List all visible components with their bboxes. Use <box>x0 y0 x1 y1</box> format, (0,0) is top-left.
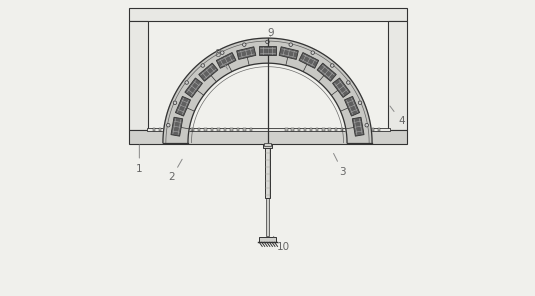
Polygon shape <box>163 38 372 143</box>
Bar <box>328 128 331 131</box>
Bar <box>388 21 408 130</box>
Circle shape <box>358 101 362 104</box>
Polygon shape <box>352 117 364 136</box>
Bar <box>341 128 343 131</box>
Polygon shape <box>236 47 256 59</box>
Bar <box>192 128 194 131</box>
Circle shape <box>185 81 188 84</box>
Bar <box>310 128 312 131</box>
Polygon shape <box>345 96 360 116</box>
Bar <box>250 128 252 131</box>
Bar <box>348 127 360 132</box>
Text: 8: 8 <box>214 49 228 69</box>
Bar <box>147 128 390 131</box>
Bar <box>378 128 380 131</box>
Bar <box>347 128 349 131</box>
Circle shape <box>220 51 224 54</box>
Bar <box>165 128 168 131</box>
Bar <box>152 128 155 131</box>
Bar <box>372 128 374 131</box>
Polygon shape <box>299 52 319 68</box>
Text: 2: 2 <box>169 159 182 182</box>
Bar <box>129 130 408 144</box>
Bar <box>159 128 162 131</box>
Bar <box>129 21 148 130</box>
Polygon shape <box>333 78 350 97</box>
Bar <box>264 143 271 146</box>
Bar <box>365 128 368 131</box>
Bar <box>185 128 187 131</box>
Bar <box>175 127 187 132</box>
Polygon shape <box>175 96 190 116</box>
Bar <box>224 128 226 131</box>
Bar <box>263 144 272 148</box>
Bar <box>211 128 213 131</box>
Bar <box>266 144 269 198</box>
Bar <box>217 128 220 131</box>
Bar <box>353 128 356 131</box>
Bar <box>243 128 246 131</box>
Bar <box>237 128 239 131</box>
Circle shape <box>311 51 315 54</box>
Text: 10: 10 <box>273 237 291 252</box>
Text: 4: 4 <box>390 106 405 126</box>
Bar <box>258 237 277 242</box>
Bar <box>179 128 181 131</box>
Text: 3: 3 <box>333 153 346 177</box>
Bar <box>172 128 174 131</box>
Polygon shape <box>171 117 183 136</box>
Circle shape <box>347 81 350 84</box>
Bar <box>335 128 337 131</box>
Polygon shape <box>198 63 218 81</box>
Polygon shape <box>279 47 299 59</box>
Bar <box>264 144 271 198</box>
Bar <box>198 128 200 131</box>
Circle shape <box>331 64 334 67</box>
Circle shape <box>166 123 170 127</box>
Bar <box>322 128 325 131</box>
Polygon shape <box>185 78 202 97</box>
Bar <box>316 128 318 131</box>
Circle shape <box>242 43 246 46</box>
Circle shape <box>365 123 369 127</box>
Bar <box>266 198 269 237</box>
Bar <box>297 128 300 131</box>
Bar <box>204 128 207 131</box>
Polygon shape <box>317 63 337 81</box>
Bar <box>231 128 233 131</box>
Bar <box>304 128 306 131</box>
Polygon shape <box>216 52 236 68</box>
Circle shape <box>289 43 293 46</box>
Text: 1: 1 <box>136 145 143 174</box>
Circle shape <box>266 40 269 44</box>
Bar <box>129 8 408 21</box>
Bar <box>360 128 362 131</box>
Text: 9: 9 <box>267 28 274 38</box>
Circle shape <box>201 64 204 67</box>
Circle shape <box>173 101 177 104</box>
Bar <box>285 128 287 131</box>
Polygon shape <box>258 46 277 55</box>
Bar <box>292 128 294 131</box>
